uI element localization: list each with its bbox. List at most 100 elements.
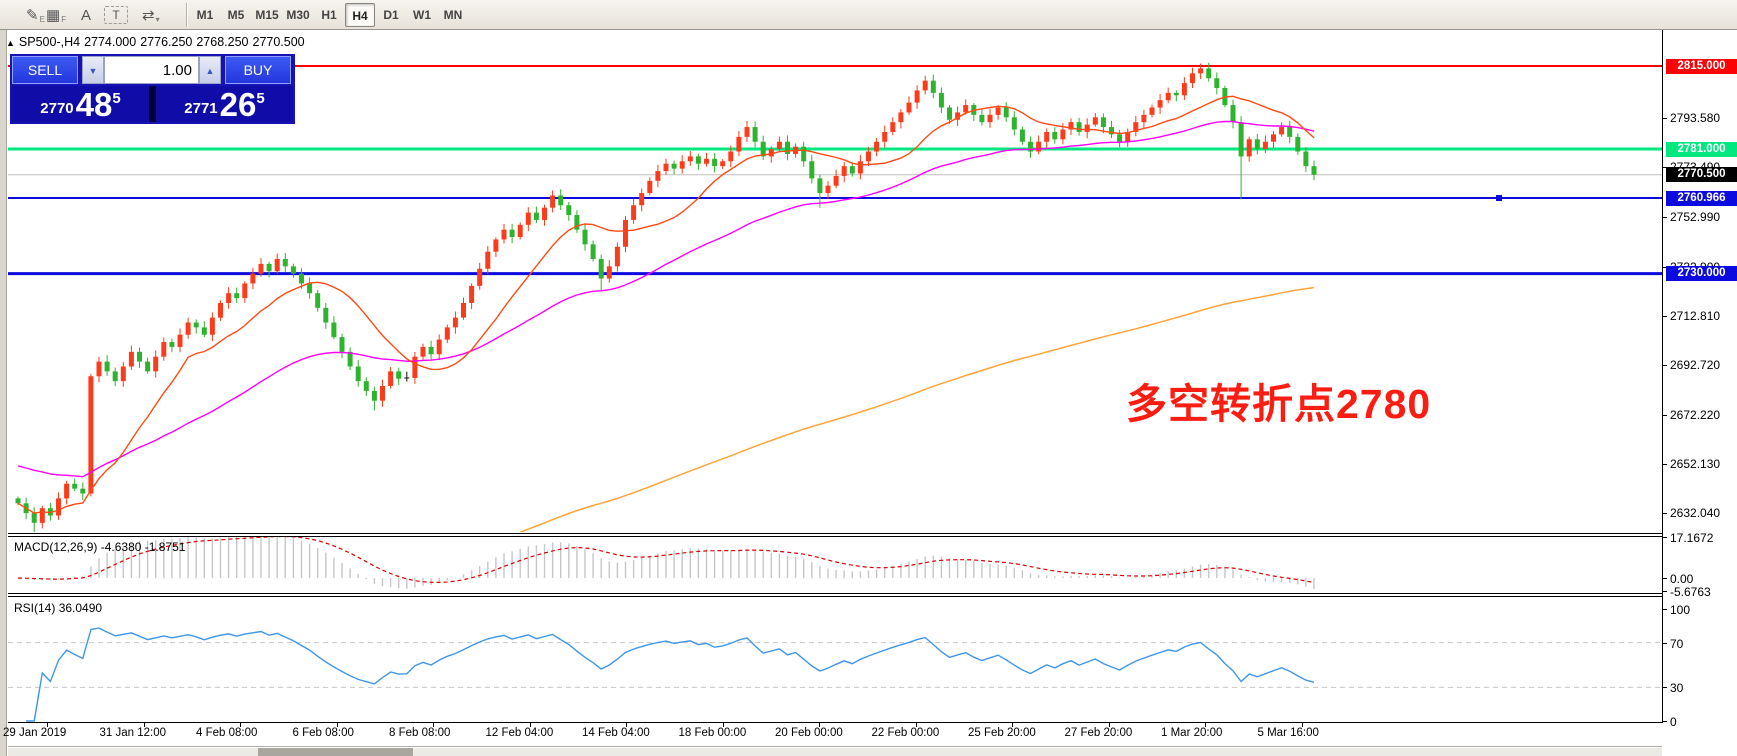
candle-body [874, 141, 880, 152]
candle-body [841, 166, 847, 176]
candle-body [542, 207, 547, 220]
candle-body [614, 246, 620, 267]
candle-body [477, 268, 483, 286]
buy-quote[interactable]: 2771 26 5 [156, 86, 293, 122]
candle-body [1254, 139, 1260, 150]
buy-price-sup: 5 [256, 90, 265, 107]
time-axis-label: 22 Feb 00:00 [871, 727, 940, 739]
candle-body [1044, 131, 1050, 142]
chart-canvas[interactable] [8, 30, 1662, 723]
time-axis-label: 1 Mar 20:00 [1161, 727, 1223, 739]
rsi-panel-divider[interactable] [8, 593, 1662, 594]
horizontal-scrollbar[interactable] [8, 748, 1662, 756]
candle-body [1271, 134, 1276, 142]
price-axis-label: 2752.990 [1670, 210, 1721, 225]
candle-body [525, 212, 531, 225]
timeframe-button-m1[interactable]: M1 [196, 8, 214, 22]
candle-body [1157, 100, 1163, 108]
candle-body [550, 195, 556, 208]
price-tag: 2781.000 [1666, 141, 1737, 157]
close-value: 2770.500 [252, 35, 305, 49]
candle-body [436, 339, 442, 355]
timeframe-button-w1[interactable]: W1 [413, 8, 431, 22]
candle-body [72, 483, 78, 489]
rsi-axis-label: 0 [1670, 715, 1677, 729]
candle-body [396, 371, 402, 379]
scrollbar-thumb[interactable] [258, 748, 413, 756]
candle-body [1303, 151, 1309, 167]
sell-quote[interactable]: 2770 48 5 [12, 86, 149, 122]
candle-body [598, 258, 604, 279]
candle-body [979, 114, 985, 123]
symbol-period-label: SP500-,H4 [18, 35, 81, 49]
candle-body [728, 151, 734, 162]
hline-drag-handle[interactable] [1496, 195, 1502, 201]
candle-body [1287, 127, 1293, 137]
macd-panel-divider[interactable] [8, 533, 1662, 534]
candle-body [744, 127, 750, 137]
candle-body [671, 163, 677, 169]
text-box-icon[interactable]: T [104, 6, 128, 24]
candle-body [177, 334, 183, 347]
candle-body [1092, 117, 1098, 125]
candle-body [444, 327, 450, 340]
chart-window[interactable]: ▲ SP500-,H4 2774.000 2776.250 2768.250 2770.5… [0, 30, 1737, 756]
candle-body [695, 156, 701, 164]
volume-input[interactable] [104, 56, 199, 84]
candle-body [833, 175, 839, 186]
candle-body [849, 166, 855, 174]
timeframe-button-d1[interactable]: D1 [383, 8, 399, 22]
candle-body [995, 107, 1001, 115]
candle-body [631, 205, 637, 220]
candle-body [882, 131, 888, 142]
candle-body [388, 371, 394, 387]
candle-body [866, 151, 871, 162]
candle-body [1052, 131, 1058, 140]
timeframe-button-m30[interactable]: M30 [286, 8, 310, 22]
sell-button[interactable]: SELL [12, 56, 78, 84]
candle-body [145, 361, 151, 372]
candle-body [590, 244, 596, 259]
candle-body [201, 327, 207, 335]
candle-body [1036, 141, 1042, 152]
indicator-grid-icon[interactable]: ▦ F [46, 7, 67, 24]
timeframe-button-h1[interactable]: H1 [321, 8, 337, 22]
price-axis-tick [1662, 415, 1667, 416]
rsi-panel-divider2 [8, 596, 1662, 597]
candle-body [412, 356, 418, 378]
timeframe-button-mn[interactable]: MN [443, 8, 463, 22]
time-axis-label: 25 Feb 20:00 [968, 727, 1036, 739]
chart-style-icon[interactable]: ✎ E [26, 7, 45, 24]
macd-panel-divider2 [8, 536, 1662, 537]
volume-increase-button[interactable]: ▲ [199, 56, 221, 84]
candle-body [469, 285, 475, 303]
buy-price-big: 26 [219, 86, 257, 123]
candle-body [380, 386, 385, 401]
rsi-axis-label: 70 [1670, 636, 1684, 651]
candle-body [193, 322, 199, 328]
candle-body [80, 488, 86, 494]
timeframe-button-m15[interactable]: M15 [255, 8, 279, 22]
candle-body [185, 322, 191, 335]
volume-decrease-button[interactable]: ▼ [82, 56, 104, 84]
buy-button[interactable]: BUY [225, 56, 291, 84]
text-label-icon[interactable]: A [80, 6, 91, 24]
candle-body [1238, 122, 1244, 157]
candle-body [299, 273, 304, 284]
candle-body [452, 317, 458, 328]
time-axis-tick [47, 723, 48, 727]
rsi-axis-label: 100 [1670, 603, 1691, 617]
rsi-axis-tick [1662, 721, 1667, 722]
time-axis-tick [240, 723, 241, 727]
candle-body [258, 263, 264, 274]
candle-body [290, 266, 296, 274]
chart-plot-area[interactable] [8, 30, 1662, 723]
collapse-arrow-icon[interactable]: ▲ [6, 38, 15, 48]
candle-body [226, 293, 232, 303]
price-axis-tick [1662, 167, 1667, 168]
macd-axis-tick [1662, 578, 1667, 579]
arrange-windows-icon[interactable]: ⇄ ▾ [142, 7, 160, 24]
timeframe-button-h4[interactable]: H4 [345, 3, 375, 27]
timeframe-button-m5[interactable]: M5 [227, 8, 245, 22]
